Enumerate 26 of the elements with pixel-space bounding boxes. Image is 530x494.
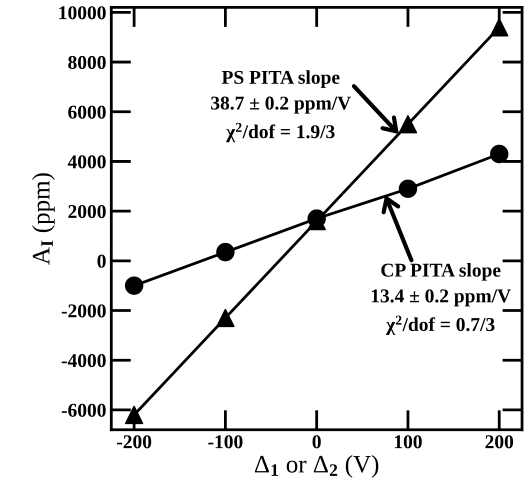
point [216, 308, 235, 328]
y-tick-label: -6000 [62, 404, 106, 417]
y-tick-label: -4000 [62, 354, 106, 368]
x-tick-label: 100 [394, 435, 422, 448]
x-tick-label: 0 [312, 435, 321, 448]
y-tick-label: -2000 [62, 304, 106, 318]
point [216, 242, 235, 262]
point [124, 276, 144, 295]
point [124, 406, 144, 424]
x-tick-label: 200 [485, 435, 514, 448]
point [490, 18, 508, 36]
y-tick-label: 0 [97, 254, 106, 268]
point [490, 144, 508, 164]
y-axis-title: A$_{I}$ (ppm) [32, 173, 55, 265]
x-axis-title: Δ$_{1}$ or Δ$_{2}$ (V) [254, 455, 378, 478]
y-tick-label: 2000 [68, 204, 106, 218]
y-tick-label: 4000 [68, 155, 106, 168]
x-tick-label: -100 [208, 435, 242, 448]
y-tick-label: 10000 [59, 6, 106, 20]
y-tick-label: 8000 [68, 56, 106, 70]
annotation: PS PITA slope 38.7 ± 0.2 ppm/V χ$^{2}$/dof = 1.9/3 [211, 70, 351, 142]
x-tick-label: -200 [117, 435, 152, 448]
y-tick-label: 6000 [68, 106, 106, 119]
annotation: CP PITA slope 13.4 ± 0.2 ppm/V χ$^{2}$/dof = 0.7/3 [372, 263, 511, 336]
point [398, 180, 418, 198]
point [398, 114, 418, 134]
